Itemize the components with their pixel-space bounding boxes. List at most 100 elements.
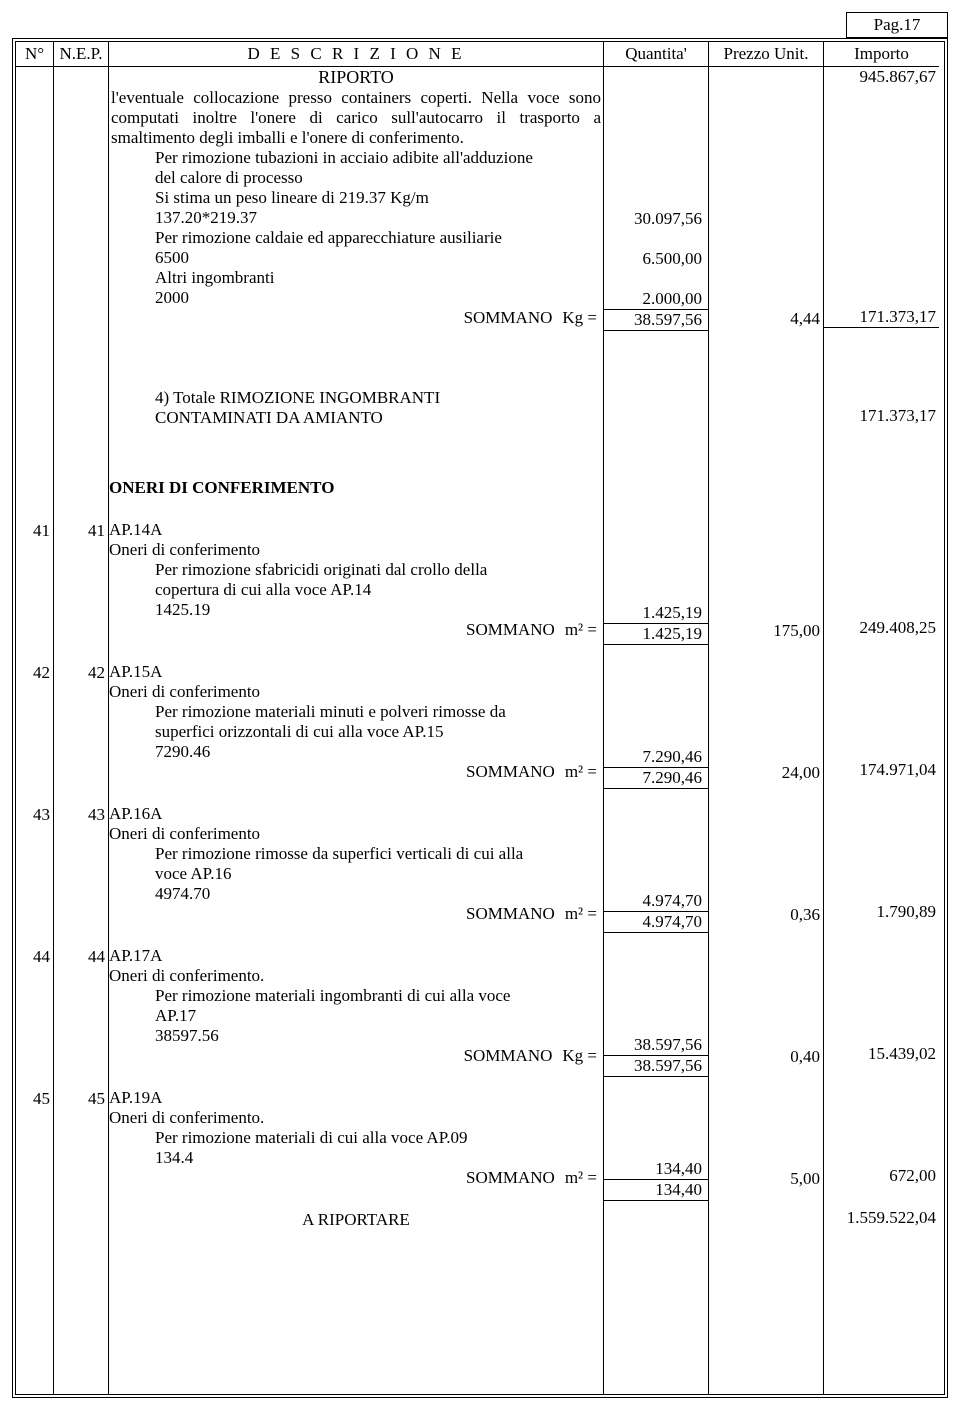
body-col-desc: RIPORTOl'eventuale collocazione presso c…	[109, 67, 604, 1394]
blank	[709, 1149, 823, 1169]
blank	[54, 169, 108, 189]
blank	[54, 1129, 108, 1149]
blank	[709, 389, 823, 409]
blank	[54, 763, 108, 783]
spacer	[709, 783, 823, 805]
row-title: Oneri di conferimento	[109, 824, 603, 844]
spacer	[824, 922, 939, 944]
blank	[54, 409, 108, 429]
blank	[824, 984, 939, 1004]
spacer	[109, 428, 603, 478]
row-pu: 0,40	[709, 1047, 823, 1067]
row-imp: 174.971,04	[824, 760, 939, 780]
blank	[709, 967, 823, 987]
blank	[824, 167, 939, 187]
page-number: Pag.17	[846, 12, 948, 38]
spacer	[709, 641, 823, 663]
blank	[709, 987, 823, 1007]
row-n: 43	[16, 805, 53, 825]
blank	[54, 1109, 108, 1129]
blank	[54, 845, 108, 865]
row-code: AP.14A	[109, 520, 603, 540]
pre-qta: 2.000,00	[604, 289, 708, 309]
spacer	[824, 638, 939, 660]
blank	[824, 862, 939, 882]
spacer	[604, 1201, 708, 1223]
row-imp: 249.408,25	[824, 618, 939, 638]
row-pu: 24,00	[709, 763, 823, 783]
blank	[54, 149, 108, 169]
row-code: AP.15A	[109, 662, 603, 682]
sommano-label: SOMMANO	[464, 1046, 563, 1066]
blank	[16, 1211, 53, 1231]
blank	[54, 703, 108, 723]
blank	[709, 149, 823, 169]
row-title: Oneri di conferimento	[109, 682, 603, 702]
pre-qta	[604, 269, 708, 289]
spacer	[109, 782, 603, 804]
blank	[824, 842, 939, 862]
blank	[709, 601, 823, 621]
spacer	[109, 1066, 603, 1088]
row-code: AP.16A	[109, 804, 603, 824]
spacer	[54, 1067, 108, 1089]
blank	[709, 1211, 823, 1231]
blank	[604, 481, 708, 501]
total4-imp: 171.373,17	[824, 406, 939, 426]
blank	[16, 389, 53, 409]
pre-pu: 4,44	[709, 309, 823, 329]
pre-imp: 171.373,17	[824, 307, 939, 327]
blank	[16, 601, 53, 621]
spacer	[709, 67, 823, 89]
blank	[709, 521, 823, 541]
row-sommano-qta: 7.290,46	[604, 767, 708, 789]
blank	[16, 561, 53, 581]
sommano-label: SOMMANO	[466, 904, 565, 924]
blank	[54, 249, 108, 269]
col-header-qta: Quantita'	[604, 42, 709, 67]
row-calc: 7290.46	[109, 742, 603, 762]
body-col-pu: 4,44 175,00 24,00 0,36 0,40 5,00	[709, 67, 824, 1394]
blank	[824, 802, 939, 822]
spacer	[709, 925, 823, 947]
spacer	[54, 67, 108, 89]
blank	[604, 89, 708, 109]
row-sommano: SOMMANOm² =	[109, 904, 603, 924]
blank	[709, 269, 823, 289]
blank	[54, 109, 108, 129]
row-desc1: Per rimozione rimosse da superfici verti…	[109, 844, 603, 864]
blank	[824, 1004, 939, 1024]
blank	[54, 89, 108, 109]
pre-line: 6500	[109, 248, 603, 268]
blank	[824, 327, 939, 348]
section-title: ONERI DI CONFERIMENTO	[109, 478, 603, 498]
blank	[16, 129, 53, 149]
row-title: Oneri di conferimento.	[109, 1108, 603, 1128]
blank	[604, 727, 708, 747]
blank	[54, 1149, 108, 1169]
body-col-imp: 945.867,67 171.373,17 171.373,17 249.408…	[824, 67, 939, 1394]
body-col-nep: 41 42 43 44 45	[54, 67, 109, 1394]
spacer	[109, 640, 603, 662]
row-calc: 1425.19	[109, 600, 603, 620]
blank	[709, 289, 823, 309]
row-imp: 672,00	[824, 1166, 939, 1186]
blank	[824, 187, 939, 207]
blank	[709, 663, 823, 683]
blank	[824, 386, 939, 406]
blank	[16, 209, 53, 229]
blank	[709, 561, 823, 581]
blank	[709, 1129, 823, 1149]
row-code: AP.19A	[109, 1088, 603, 1108]
blank	[16, 249, 53, 269]
pre-line: 137.20*219.37	[109, 208, 603, 228]
blank	[54, 561, 108, 581]
row-qta: 4.974,70	[604, 891, 708, 911]
spacer	[16, 67, 53, 89]
row-desc2: voce AP.16	[109, 864, 603, 884]
blank	[824, 822, 939, 842]
blank	[16, 987, 53, 1007]
spacer	[824, 348, 939, 386]
blank	[604, 583, 708, 603]
blank	[16, 189, 53, 209]
